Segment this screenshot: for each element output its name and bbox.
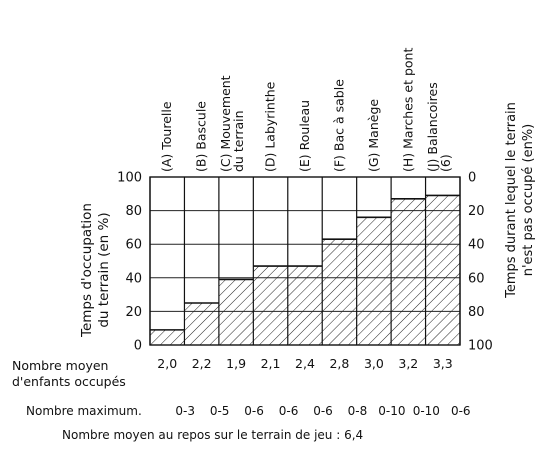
right-tick-label-100: 100 <box>468 339 493 354</box>
left-tick-label-80: 80 <box>125 204 142 219</box>
bar-6 <box>356 217 392 345</box>
bar-1 <box>184 303 219 345</box>
moyen-value-0: 2,0 <box>157 356 177 371</box>
left-tick-label-100: 100 <box>117 171 142 186</box>
axes: 0 20 40 60 80 100 100 80 60 40 20 0 Temps d'occupati… <box>79 102 536 371</box>
ylabel-right-1: n'est pas occupé (en%) <box>521 124 536 277</box>
max-label: Nombre maximum. <box>26 404 142 418</box>
max-value-1: 0-5 <box>209 404 230 418</box>
right-tick-label-0: 0 <box>468 171 476 186</box>
ylabel-left-0: Temps d'occupation <box>79 203 95 338</box>
left-tick-label-0: 0 <box>134 339 142 354</box>
ylabel-left-1: du terrain (en %) <box>96 212 112 327</box>
bar-8 <box>425 195 460 345</box>
max-value-3: 0-6 <box>278 404 299 418</box>
max-value-0: 0-3 <box>175 404 196 418</box>
max-value-4: 0-6 <box>313 404 333 418</box>
moyen-value-4: 2,4 <box>295 356 315 371</box>
category-label-5: (F) Bac à sable <box>331 79 346 172</box>
bar-3 <box>253 266 288 345</box>
left-tick-label-40: 40 <box>125 271 142 286</box>
category-label-2-line-1: du terrain <box>231 110 246 172</box>
max-value-8: 0-6 <box>450 404 471 418</box>
bar-2 <box>218 279 254 345</box>
moyen-label-2: d'enfants occupés <box>12 374 126 389</box>
repos-row: Nombre moyen au repos sur le terrain de … <box>62 428 364 442</box>
right-tick-label-40: 40 <box>468 238 485 253</box>
moyen-value-7: 3,2 <box>398 356 418 371</box>
moyen-value-5: 2,8 <box>329 356 349 371</box>
max-value-7: 0-10 <box>412 404 440 418</box>
left-tick-label-60: 60 <box>125 238 142 253</box>
bar-4 <box>287 266 323 345</box>
category-label-7: (H) Marches et pont <box>400 48 415 172</box>
max-value-2: 0-6 <box>244 404 264 418</box>
category-label-2: (C) Mouvement <box>218 75 233 172</box>
category-label-8-line-1: (6) <box>438 154 453 172</box>
right-tick-label-80: 80 <box>468 305 485 320</box>
bar-5 <box>322 239 357 345</box>
moyen-value-8: 3,3 <box>433 356 453 371</box>
bar-7 <box>391 198 426 345</box>
category-label-6: (G) Manège <box>366 99 381 172</box>
moyen-value-3: 2,1 <box>261 356 281 371</box>
right-tick-label-60: 60 <box>468 271 485 286</box>
moyen-value-2: 1,9 <box>226 356 246 371</box>
moyen-value-6: 3,0 <box>364 356 384 371</box>
max-value-5: 0-8 <box>347 404 368 418</box>
moyen-label-1: Nombre moyen <box>12 358 109 373</box>
max-value-6: 0-10 <box>378 404 406 418</box>
category-label-3: (D) Labyrinthe <box>263 81 278 172</box>
category-label-1: (B) Bascule <box>194 101 209 172</box>
max-values: 0-3 0-5 0-6 0-6 0-6 0-8 0-10 0-10 0-6 <box>0 404 544 420</box>
category-label-4: (E) Rouleau <box>297 100 312 172</box>
bar-0 <box>150 329 185 345</box>
moyen-value-1: 2,2 <box>192 356 212 371</box>
right-tick-label-20: 20 <box>468 204 485 219</box>
ylabel-right-0: Temps durant lequel le terrain <box>504 102 519 299</box>
category-label-0: (A) Tourelle <box>159 101 174 172</box>
left-tick-label-20: 20 <box>125 305 142 320</box>
plot-area <box>149 176 461 346</box>
category-label-8: (J) Balancoires <box>425 82 440 172</box>
plot-frame <box>149 176 461 346</box>
